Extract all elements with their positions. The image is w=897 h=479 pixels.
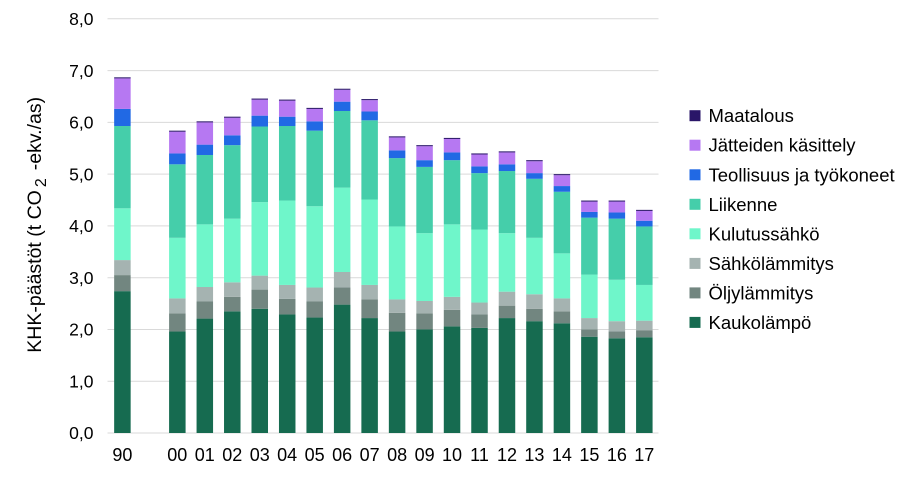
svg-text:03: 03 — [250, 445, 270, 465]
svg-text:6,0: 6,0 — [69, 113, 94, 133]
svg-text:7,0: 7,0 — [69, 61, 94, 81]
svg-text:KHK-päästöt (t CO2-ekv./as): KHK-päästöt (t CO2-ekv./as) — [24, 97, 50, 353]
svg-text:07: 07 — [360, 445, 380, 465]
svg-text:2,0: 2,0 — [69, 320, 94, 340]
svg-text:1,0: 1,0 — [69, 371, 94, 391]
svg-text:14: 14 — [552, 445, 572, 465]
svg-text:08: 08 — [387, 445, 407, 465]
svg-text:Jätteiden käsittely: Jätteiden käsittely — [709, 135, 857, 156]
svg-text:16: 16 — [607, 445, 627, 465]
svg-text:01: 01 — [195, 445, 215, 465]
svg-text:17: 17 — [634, 445, 654, 465]
svg-text:5,0: 5,0 — [69, 164, 94, 184]
svg-text:Sähkölämmitys: Sähkölämmitys — [709, 253, 834, 274]
svg-text:09: 09 — [415, 445, 435, 465]
svg-text:Öljylämmitys: Öljylämmitys — [709, 282, 814, 303]
svg-text:4,0: 4,0 — [69, 216, 94, 236]
svg-text:Teollisuus ja työkoneet: Teollisuus ja työkoneet — [709, 164, 895, 185]
svg-text:13: 13 — [524, 445, 544, 465]
svg-text:11: 11 — [470, 445, 489, 465]
svg-text:Maatalous: Maatalous — [709, 105, 794, 126]
svg-text:05: 05 — [305, 445, 325, 465]
svg-text:10: 10 — [442, 445, 462, 465]
svg-text:Kulutussähkö: Kulutussähkö — [709, 223, 820, 244]
svg-text:Kaukolämpö: Kaukolämpö — [709, 312, 812, 333]
svg-text:3,0: 3,0 — [69, 268, 94, 288]
svg-text:06: 06 — [332, 445, 352, 465]
svg-text:8,0: 8,0 — [69, 9, 94, 29]
svg-text:90: 90 — [112, 445, 132, 465]
svg-text:15: 15 — [579, 445, 599, 465]
svg-text:0,0: 0,0 — [69, 423, 94, 443]
svg-text:Liikenne: Liikenne — [709, 194, 778, 215]
svg-text:00: 00 — [167, 445, 187, 465]
svg-text:04: 04 — [277, 445, 297, 465]
svg-text:02: 02 — [222, 445, 242, 465]
svg-text:12: 12 — [497, 445, 517, 465]
